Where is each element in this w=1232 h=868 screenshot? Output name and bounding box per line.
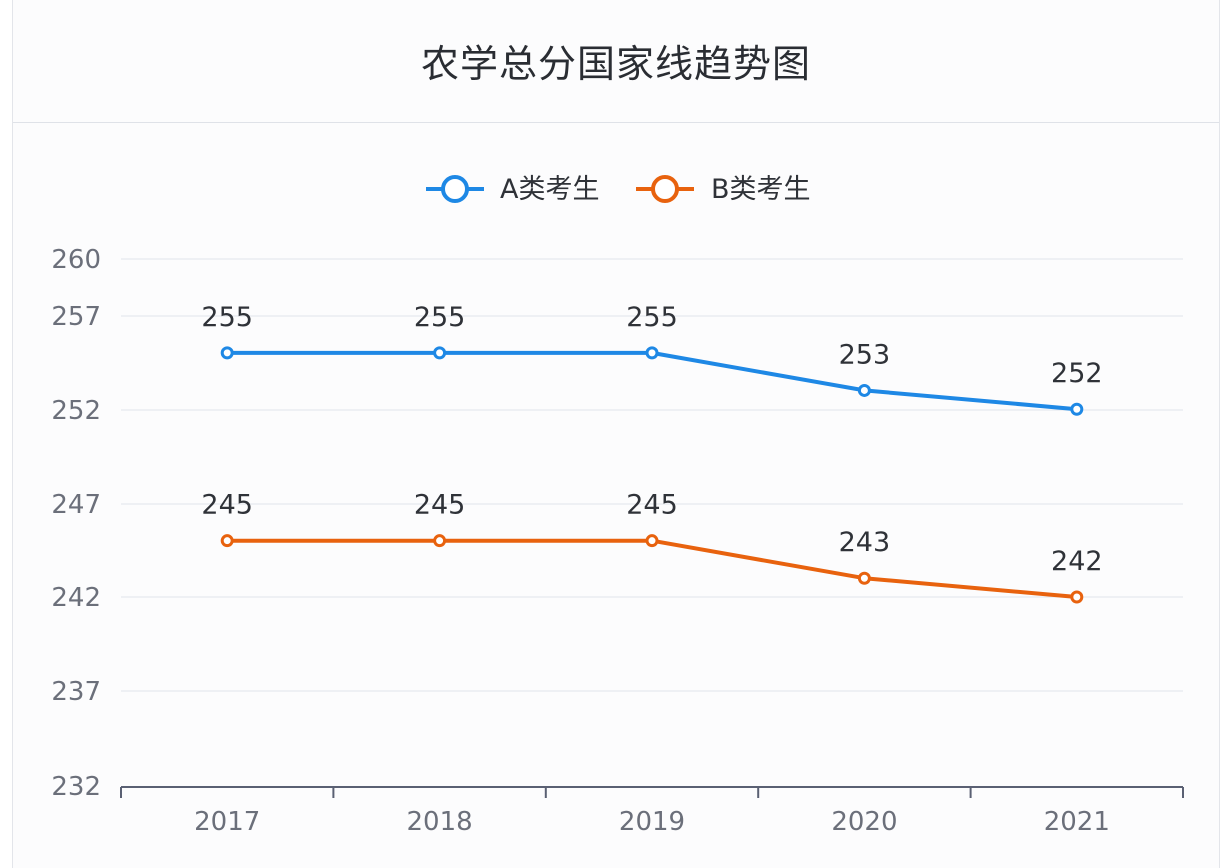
x-tick-label: 2021 <box>1044 807 1110 837</box>
data-point[interactable] <box>645 534 659 548</box>
legend[interactable]: A类考生 B类考生 <box>426 174 811 205</box>
data-point[interactable] <box>433 346 447 360</box>
data-label: 245 <box>626 490 678 521</box>
data-point[interactable] <box>1070 590 1084 604</box>
y-tick-label: 247 <box>51 490 101 520</box>
data-label: 245 <box>414 490 466 521</box>
y-tick-label: 242 <box>51 583 101 613</box>
y-tick-label: 237 <box>51 677 101 707</box>
series-line-1 <box>227 350 1077 412</box>
data-label: 245 <box>201 490 253 521</box>
x-axis: 2017 2018 2019 2020 2021 <box>120 786 1184 837</box>
y-tick-label: 260 <box>51 245 101 275</box>
data-point[interactable] <box>433 534 447 548</box>
legend-item-1[interactable]: A类考生 <box>426 174 599 205</box>
data-label: 255 <box>201 302 253 333</box>
y-tick-label: 232 <box>51 772 101 802</box>
grid-lines <box>121 258 1183 692</box>
y-axis: 260 257 252 247 242 237 232 <box>51 245 101 802</box>
chart-title: 农学总分国家线趋势图 <box>420 41 811 86</box>
data-labels: 255 255 255 253 252 245 245 245 243 242 <box>201 302 1102 577</box>
x-tick-label: 2018 <box>407 807 473 837</box>
data-label: 255 <box>626 302 678 333</box>
legend-label: B类考生 <box>711 174 811 205</box>
legend-item-2[interactable]: B类考生 <box>636 174 811 205</box>
chart-card: 农学总分国家线趋势图 <box>12 0 1220 868</box>
x-tick-label: 2020 <box>831 807 897 837</box>
series-group <box>220 346 1084 604</box>
data-point[interactable] <box>220 534 234 548</box>
series-line-2 <box>227 538 1077 599</box>
data-label: 243 <box>839 527 891 558</box>
x-tick-label: 2019 <box>619 807 685 837</box>
data-label: 252 <box>1051 358 1103 389</box>
y-tick-label: 252 <box>51 396 101 426</box>
legend-marker <box>441 175 469 203</box>
data-label: 242 <box>1051 546 1103 577</box>
data-point[interactable] <box>645 346 659 360</box>
y-tick-label: 257 <box>51 302 101 332</box>
legend-label: A类考生 <box>500 174 599 205</box>
data-label: 255 <box>414 302 466 333</box>
chart-header: 农学总分国家线趋势图 <box>13 0 1219 123</box>
data-point[interactable] <box>220 346 234 360</box>
data-point[interactable] <box>857 571 871 585</box>
data-label: 253 <box>839 339 891 370</box>
legend-marker <box>651 175 679 203</box>
x-tick-label: 2017 <box>194 807 260 837</box>
data-point[interactable] <box>857 383 871 397</box>
data-point[interactable] <box>1070 402 1084 416</box>
